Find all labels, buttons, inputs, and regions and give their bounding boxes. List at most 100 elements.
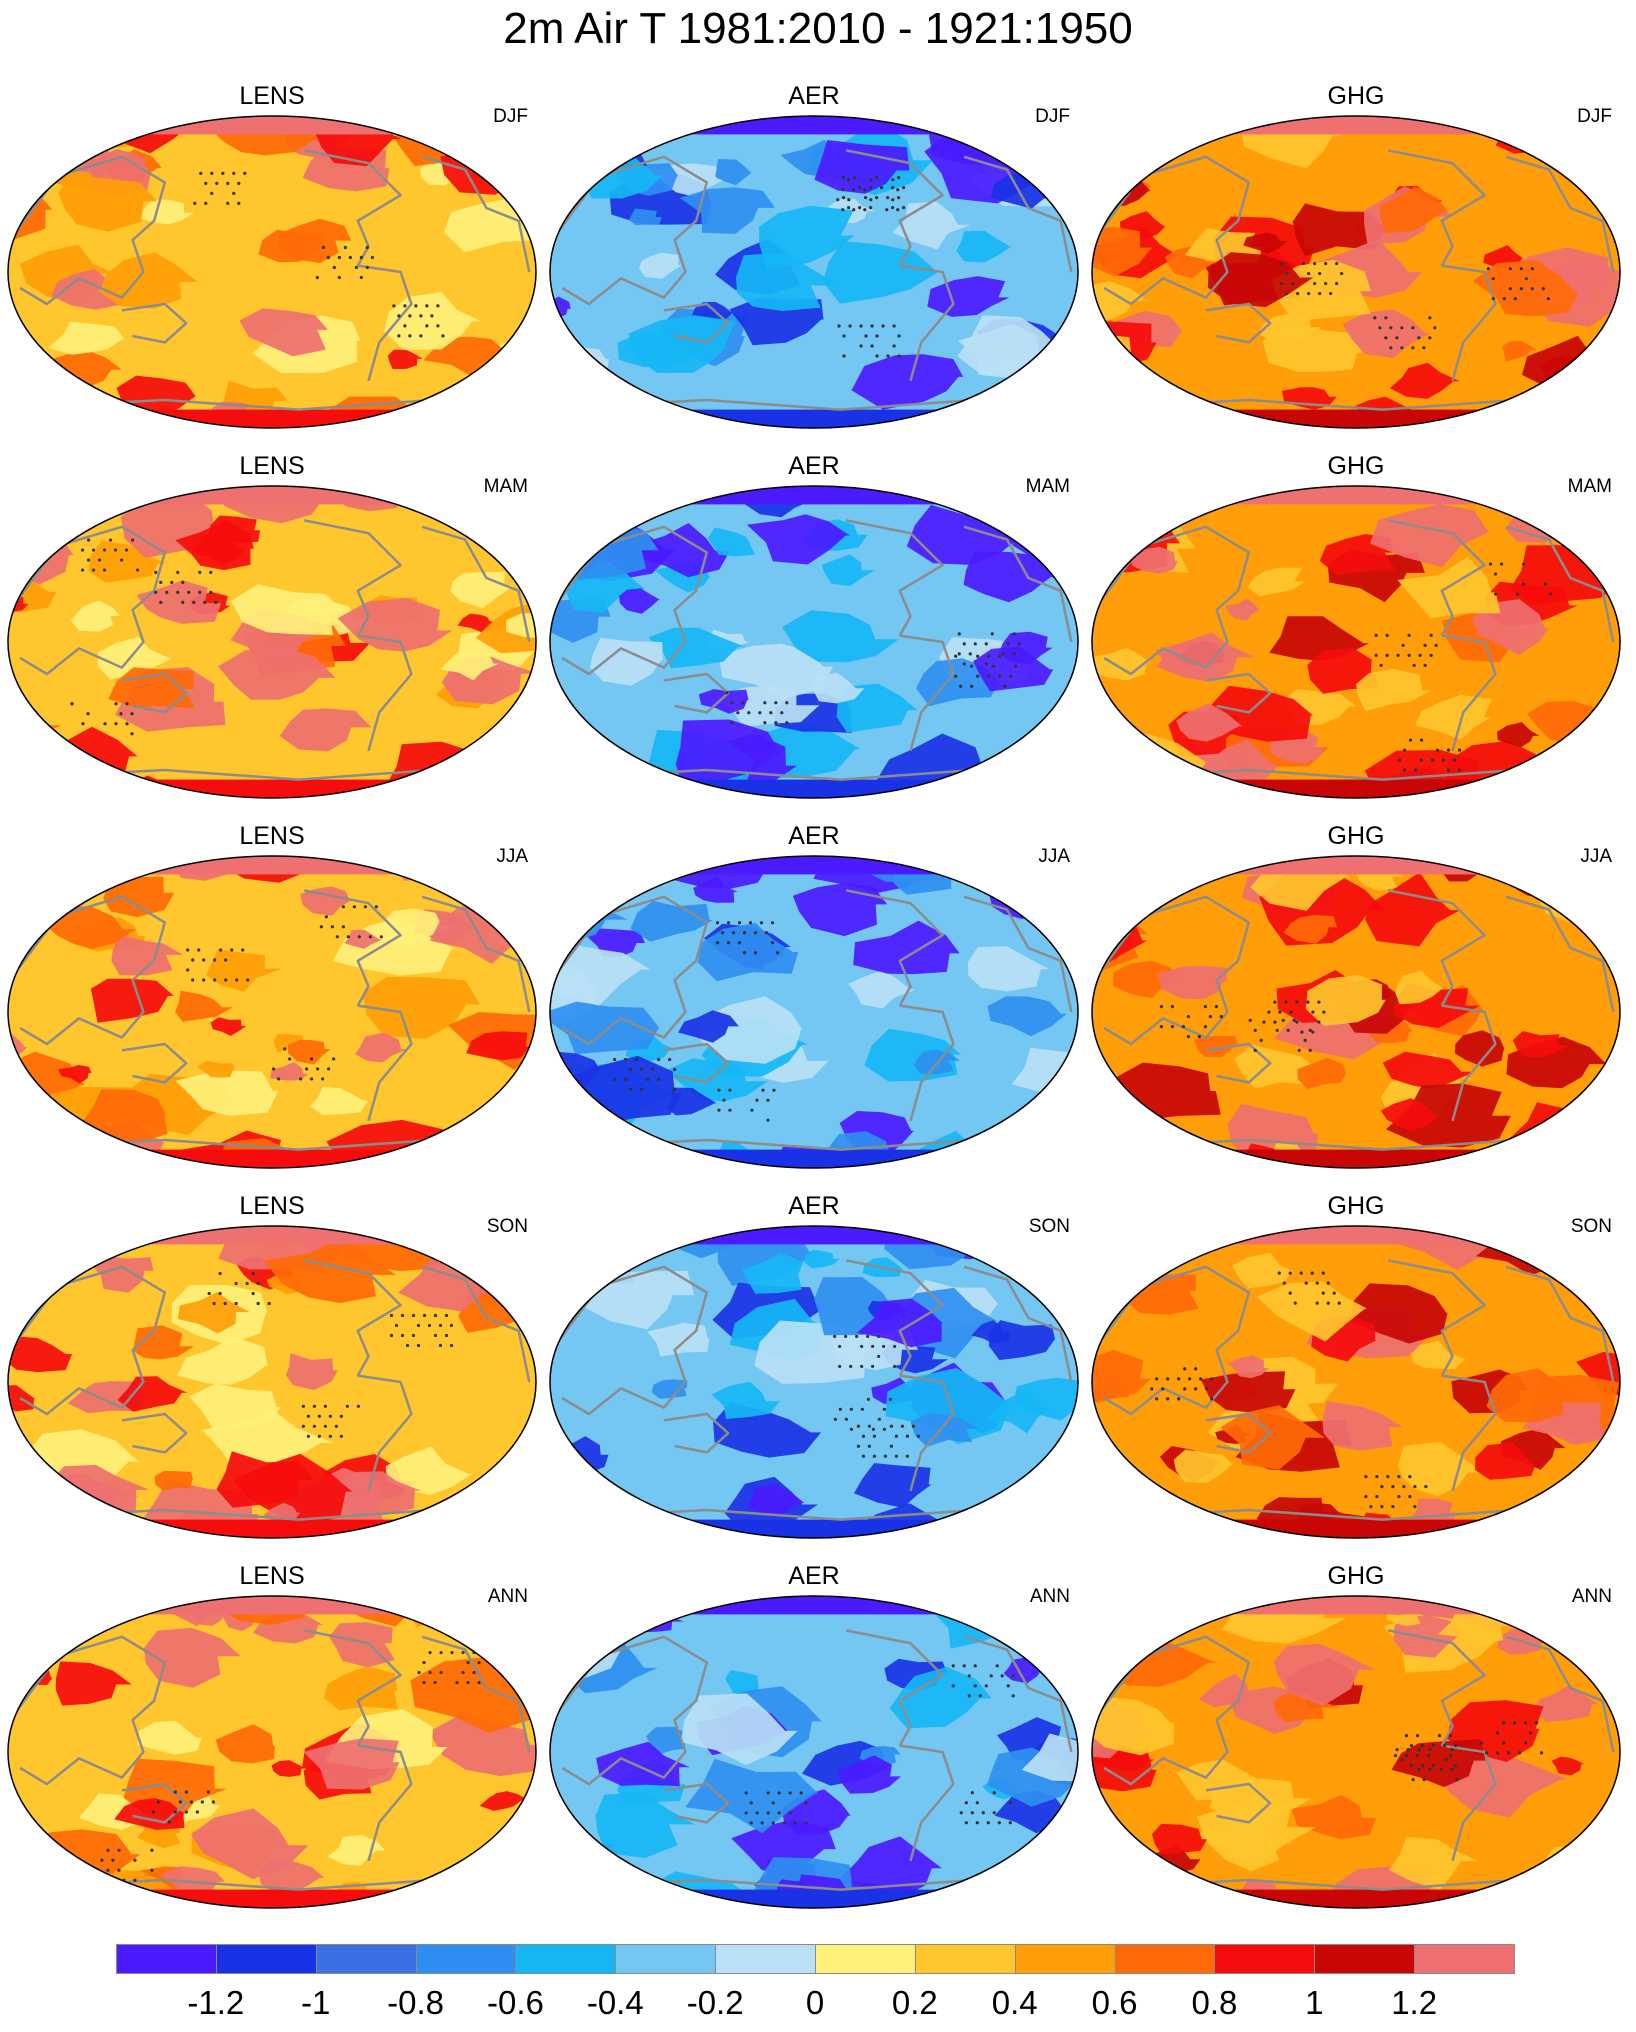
anomaly-region xyxy=(1257,313,1322,345)
coastline xyxy=(1441,1004,1497,1122)
coastline xyxy=(303,519,402,637)
panel-title: AER xyxy=(788,82,840,110)
anomaly-region xyxy=(1107,1750,1155,1771)
anomaly-region xyxy=(666,1087,717,1116)
coastline xyxy=(555,155,709,306)
coastline xyxy=(357,1374,413,1492)
anomaly-region xyxy=(1156,632,1255,682)
map-panel-ghg-ann: GHG ANN xyxy=(1088,1562,1624,1912)
panel-title: AER xyxy=(788,1562,840,1590)
panel-title: GHG xyxy=(1327,82,1385,110)
map-panel-lens-jja: LENS JJA xyxy=(4,822,540,1172)
anomaly-region xyxy=(1342,309,1431,359)
anomaly-region xyxy=(1092,334,1132,380)
anomaly-region xyxy=(1385,1083,1511,1148)
coastline xyxy=(1205,1042,1272,1084)
anomaly-region xyxy=(1446,1754,1569,1818)
anomaly-region xyxy=(1292,203,1387,257)
anomaly-region xyxy=(1382,1051,1475,1089)
anomaly-region xyxy=(88,540,167,583)
anomaly-region xyxy=(90,978,174,1023)
coastline xyxy=(421,155,531,273)
coastline xyxy=(1205,1782,1272,1824)
coastline xyxy=(121,302,188,344)
anomaly-region xyxy=(1322,1401,1403,1451)
coastline xyxy=(963,155,1073,273)
anomaly-region xyxy=(693,875,738,903)
anomaly-region xyxy=(685,1758,819,1834)
anomaly-region xyxy=(628,208,662,226)
anomaly-region xyxy=(1454,1030,1505,1067)
anomaly-region xyxy=(700,996,803,1064)
colorbar-label: -1.2 xyxy=(187,1984,245,2021)
anomaly-region xyxy=(362,976,480,1039)
coastline xyxy=(303,1259,402,1377)
anomaly-region xyxy=(217,647,336,700)
anomaly-region xyxy=(619,588,661,614)
colorbar-swatch xyxy=(215,1944,317,1974)
anomaly-region xyxy=(8,1267,45,1291)
map-outline xyxy=(7,1595,537,1909)
panel-title: LENS xyxy=(239,82,305,110)
anomaly-region xyxy=(1272,1693,1341,1723)
significance-stippling xyxy=(1150,1271,1428,1509)
anomaly-region xyxy=(1194,1035,1238,1058)
anomaly-region xyxy=(889,1666,992,1729)
anomaly-region xyxy=(1200,1371,1296,1413)
anomaly-region xyxy=(111,934,183,976)
anomaly-region xyxy=(589,637,663,686)
anomaly-region xyxy=(48,321,125,355)
anomaly-region xyxy=(1518,489,1576,522)
coastline xyxy=(663,1412,730,1454)
anomaly-region xyxy=(550,1001,659,1055)
anomaly-region xyxy=(822,241,940,304)
anomaly-region xyxy=(711,1381,780,1419)
anomaly-region xyxy=(209,515,261,544)
coastline xyxy=(303,149,402,267)
season-label: DJF xyxy=(1035,106,1070,127)
anomaly-region xyxy=(485,522,536,557)
colorbar-label: 0.8 xyxy=(1191,1984,1238,2021)
coastline xyxy=(899,1374,955,1492)
anomaly-region xyxy=(1559,1608,1604,1633)
anomaly-region xyxy=(431,1226,463,1242)
season-label: SON xyxy=(1028,1216,1070,1237)
panel-title: LENS xyxy=(239,1562,305,1590)
colorbar-swatch xyxy=(1014,1944,1116,1974)
anomaly-region xyxy=(338,1471,421,1515)
coastline xyxy=(555,895,709,1046)
map-outline xyxy=(1091,1595,1621,1909)
anomaly-region xyxy=(177,1292,250,1334)
map-panel-ghg-mam: GHG MAM xyxy=(1088,452,1624,802)
anomaly-region xyxy=(137,1720,202,1755)
significance-stippling xyxy=(1159,1000,1326,1052)
anomaly-region xyxy=(1212,739,1280,790)
anomaly-region xyxy=(617,332,708,368)
anomaly-region xyxy=(985,1389,1055,1434)
anomaly-region xyxy=(853,1463,932,1508)
anomaly-region xyxy=(303,1738,400,1790)
anomaly-region xyxy=(1227,1355,1270,1379)
coastline xyxy=(13,1635,167,1786)
anomaly-region xyxy=(11,1596,130,1627)
anomaly-region xyxy=(1551,1756,1585,1776)
season-label: SON xyxy=(486,1216,528,1237)
map-panel-lens-son: LENS SON xyxy=(4,1192,540,1542)
colorbar-label: -0.2 xyxy=(686,1984,744,2021)
anomaly-region xyxy=(577,1617,622,1640)
anomaly-region xyxy=(55,1661,132,1706)
anomaly-region xyxy=(550,188,569,212)
anomaly-region xyxy=(262,1502,301,1521)
anomaly-region xyxy=(57,169,95,189)
significance-stippling xyxy=(833,1334,921,1458)
season-label: JJA xyxy=(496,846,528,867)
coastline xyxy=(1505,1265,1615,1383)
anomaly-region xyxy=(1305,975,1386,1026)
anomaly-region xyxy=(154,1470,193,1491)
world-map xyxy=(7,1595,537,1909)
anomaly-region xyxy=(344,929,382,949)
anomaly-region xyxy=(1173,1449,1234,1483)
anomaly-region xyxy=(103,876,175,918)
anomaly-region xyxy=(288,1039,331,1065)
